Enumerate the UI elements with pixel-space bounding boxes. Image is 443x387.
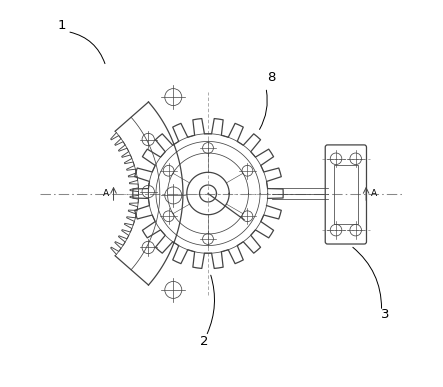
Bar (334, 164, 358, 224)
Text: A: A (371, 189, 377, 198)
Text: 8: 8 (268, 71, 276, 84)
Text: A: A (103, 189, 109, 198)
Text: 1: 1 (57, 19, 66, 32)
Text: 3: 3 (381, 308, 390, 322)
Text: 2: 2 (200, 336, 208, 348)
